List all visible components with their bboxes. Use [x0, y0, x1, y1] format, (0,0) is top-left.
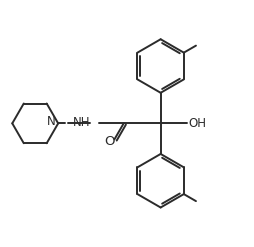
Text: OH: OH [188, 117, 206, 130]
Text: NH: NH [73, 116, 90, 129]
Text: O: O [104, 135, 115, 148]
Text: N: N [46, 115, 55, 128]
